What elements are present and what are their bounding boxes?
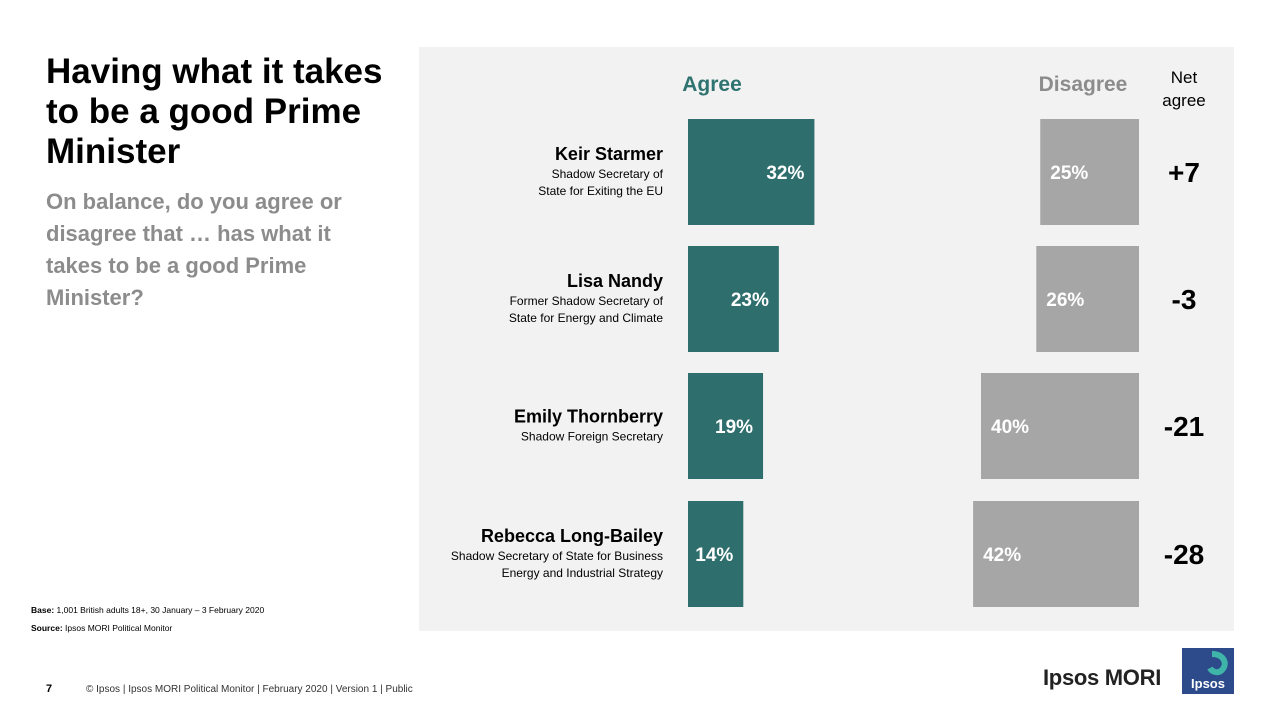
candidate-name: Keir Starmer bbox=[555, 144, 663, 164]
agree-value-label: 19% bbox=[715, 417, 753, 438]
agree-bar bbox=[688, 246, 779, 352]
ipsos-logo: Ipsos bbox=[1182, 648, 1234, 694]
disagree-bar bbox=[1036, 246, 1139, 352]
candidate-role: Former Shadow Secretary of bbox=[510, 294, 664, 308]
base-note: Base: 1,001 British adults 18+, 30 Janua… bbox=[31, 605, 265, 615]
logo-text: Ipsos bbox=[1191, 676, 1225, 691]
disagree-bar bbox=[973, 501, 1139, 607]
page-title: Having what it takes to be a good Prime … bbox=[46, 52, 383, 171]
page-number: 7 bbox=[46, 683, 53, 695]
candidate-role: Energy and Industrial Strategy bbox=[502, 566, 663, 580]
disagree-bar bbox=[981, 373, 1139, 479]
net-header-line2: agree bbox=[1162, 91, 1205, 110]
disagree-value-label: 25% bbox=[1050, 163, 1088, 184]
agree-header: Agree bbox=[682, 73, 742, 96]
candidate-role: State for Energy and Climate bbox=[509, 311, 663, 325]
agree-value-label: 32% bbox=[766, 163, 804, 184]
footer-text: © Ipsos | Ipsos MORI Political Monitor |… bbox=[86, 684, 413, 695]
agree-value-label: 14% bbox=[695, 545, 733, 566]
agree-value-label: 23% bbox=[731, 290, 769, 311]
disagree-bar bbox=[1040, 119, 1139, 225]
candidate-role: Shadow Secretary of State for Business bbox=[451, 549, 663, 563]
source-note: Source: Ipsos MORI Political Monitor bbox=[31, 623, 173, 633]
disagree-value-label: 40% bbox=[991, 417, 1029, 438]
candidate-role: State for Exiting the EU bbox=[538, 184, 663, 198]
candidate-name: Lisa Nandy bbox=[567, 271, 663, 291]
brand-name: Ipsos MORI bbox=[1043, 665, 1162, 690]
disagree-header: Disagree bbox=[1039, 73, 1128, 96]
agree-bar bbox=[688, 373, 764, 479]
agree-bar bbox=[688, 119, 815, 225]
candidate-name: Rebecca Long-Bailey bbox=[481, 526, 663, 546]
question-subtitle: On balance, do you agree or disagree tha… bbox=[46, 189, 342, 310]
candidate-role: Shadow Secretary of bbox=[552, 167, 664, 181]
net-agree-value: +7 bbox=[1168, 157, 1200, 188]
agree-bar bbox=[688, 501, 744, 607]
net-header-line1: Net bbox=[1171, 68, 1198, 87]
disagree-value-label: 42% bbox=[983, 545, 1021, 566]
net-agree-value: -28 bbox=[1164, 539, 1204, 570]
candidate-name: Emily Thornberry bbox=[514, 407, 663, 427]
net-agree-value: -21 bbox=[1164, 411, 1204, 442]
disagree-value-label: 26% bbox=[1046, 290, 1084, 311]
candidate-role: Shadow Foreign Secretary bbox=[521, 430, 663, 444]
net-agree-value: -3 bbox=[1172, 284, 1197, 315]
